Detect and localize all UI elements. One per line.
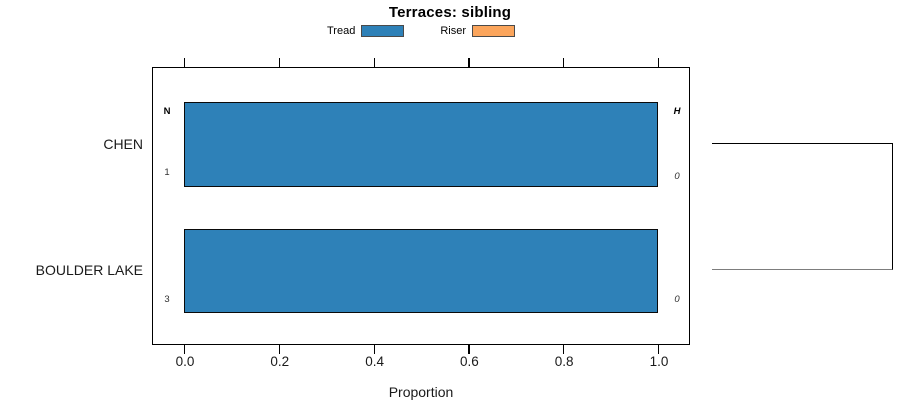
- x-axis-tick: [184, 345, 186, 354]
- x-axis-tick: [468, 345, 470, 354]
- x-tick-label: 1.0: [649, 354, 669, 369]
- plot-area: N 1 H 0 3 0 0.0 0.2 0.4 0.6 0.8 1.0: [152, 58, 690, 369]
- x-tick-label: 0.0: [175, 354, 195, 369]
- annot-n-header: N: [163, 106, 171, 117]
- x-axis-tick: [373, 58, 375, 67]
- legend-label-tread: Tread: [327, 25, 356, 37]
- x-axis-tick: [468, 58, 470, 67]
- x-axis-tick: [278, 345, 281, 354]
- bar-chen-tread: [184, 102, 658, 187]
- legend-item-tread: Tread: [327, 25, 405, 37]
- x-tick-label: 0.8: [554, 354, 574, 369]
- chart-title: Terraces: sibling: [388, 4, 512, 21]
- annot-n-value-boulder: 3: [164, 294, 170, 305]
- x-axis-tick: [563, 345, 565, 354]
- x-axis-tick: [658, 58, 660, 67]
- x-axis-tick: [658, 345, 660, 354]
- annot-h-value-chen: 0: [674, 171, 680, 182]
- x-axis-tick: [373, 345, 375, 354]
- annot-h-value-boulder: 0: [674, 294, 680, 305]
- x-tick-label: 0.2: [270, 354, 290, 369]
- category-label-chen: CHEN: [103, 136, 143, 152]
- x-axis-tick: [184, 58, 186, 67]
- x-axis-tick: [563, 58, 565, 67]
- riser-swatch-icon: [472, 25, 515, 37]
- bar-boulder-lake-tread: [184, 229, 658, 313]
- x-tick-label: 0.6: [460, 354, 479, 369]
- annot-h-header: H: [673, 106, 681, 117]
- x-axis-tick: [278, 58, 281, 67]
- annot-n-value-chen: 1: [164, 167, 170, 178]
- category-label-boulder-lake: BOULDER LAKE: [35, 262, 143, 278]
- legend-item-riser: Riser: [440, 25, 515, 37]
- x-axis-label: Proportion: [388, 384, 454, 400]
- legend-label-riser: Riser: [440, 25, 466, 37]
- sibling-link-bracket: [712, 143, 893, 270]
- tread-swatch-icon: [361, 25, 405, 37]
- x-tick-label: 0.4: [365, 354, 384, 369]
- legend: Tread Riser: [152, 25, 690, 37]
